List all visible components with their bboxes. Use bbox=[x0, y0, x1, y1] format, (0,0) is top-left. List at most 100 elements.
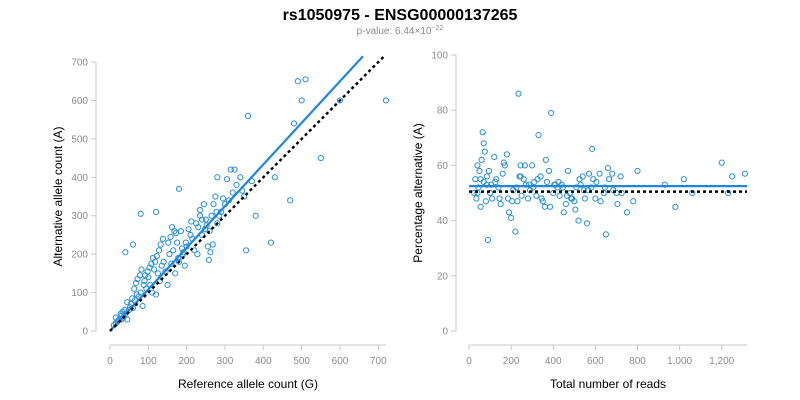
left-data-point bbox=[233, 181, 240, 189]
left-data-point bbox=[131, 285, 138, 292]
right-data-point bbox=[473, 195, 480, 202]
left-data-point bbox=[214, 220, 221, 227]
right-y-tick-label: 0 bbox=[442, 327, 448, 338]
left-data-point bbox=[209, 241, 216, 248]
right-data-point bbox=[680, 176, 687, 183]
right-data-point bbox=[560, 209, 567, 216]
right-data-point bbox=[485, 167, 493, 175]
right-data-point bbox=[634, 167, 641, 175]
right-data-point bbox=[474, 162, 481, 169]
left-y-tick-label: 700 bbox=[71, 58, 88, 69]
chart-subtitle: p-value: 6.44×10−22 bbox=[357, 25, 444, 37]
right-x-tick-label: 1,200 bbox=[709, 356, 734, 367]
right-y-tick-label: 80 bbox=[437, 106, 449, 117]
right-data-point bbox=[481, 148, 488, 155]
right-y-tick-label: 20 bbox=[437, 271, 449, 282]
left-data-point bbox=[129, 295, 136, 302]
left-data-point bbox=[165, 239, 172, 246]
left-data-point bbox=[196, 206, 204, 214]
left-data-point bbox=[298, 97, 305, 104]
left-data-point bbox=[153, 252, 160, 260]
right-data-point bbox=[689, 189, 696, 197]
right-data-point bbox=[741, 170, 748, 177]
right-data-point bbox=[476, 167, 483, 175]
left-data-point bbox=[121, 306, 128, 313]
right-data-point bbox=[493, 176, 500, 183]
right-data-point bbox=[572, 206, 579, 213]
right-data-point bbox=[488, 181, 495, 188]
left-data-point bbox=[122, 249, 129, 256]
left-x-tick-label: 600 bbox=[332, 356, 349, 367]
left-data-point bbox=[244, 112, 252, 119]
right-y-tick-label: 100 bbox=[431, 51, 448, 62]
left-y-tick-label: 600 bbox=[71, 96, 88, 107]
right-data-point bbox=[522, 181, 529, 188]
right-data-point bbox=[508, 214, 515, 221]
right-data-point bbox=[475, 184, 482, 191]
right-data-point bbox=[521, 162, 528, 169]
left-data-point bbox=[172, 229, 180, 237]
right-data-point bbox=[541, 203, 548, 210]
left-data-point bbox=[141, 277, 148, 285]
left-data-point bbox=[117, 310, 124, 317]
left-data-point bbox=[223, 176, 231, 183]
right-data-point bbox=[518, 192, 525, 199]
subtitle-prefix: p-value: 6.44×10 bbox=[357, 26, 432, 37]
right-data-point bbox=[478, 156, 485, 163]
left-data-point bbox=[194, 251, 201, 258]
right-data-point bbox=[499, 170, 506, 177]
left-data-point bbox=[173, 239, 181, 246]
right-data-point bbox=[630, 198, 637, 205]
right-x-tick-label: 400 bbox=[545, 356, 562, 367]
right-data-point bbox=[525, 181, 533, 188]
right-data-point bbox=[589, 145, 596, 152]
left-data-point bbox=[129, 241, 137, 248]
left-data-point bbox=[210, 201, 217, 208]
left-data-point bbox=[212, 193, 219, 200]
left-x-tick-label: 0 bbox=[107, 356, 113, 367]
right-data-point bbox=[604, 165, 612, 172]
right-data-point bbox=[517, 173, 524, 180]
left-data-point bbox=[118, 316, 125, 323]
left-data-point bbox=[177, 227, 185, 235]
right-data-point bbox=[605, 176, 613, 183]
right-data-point bbox=[568, 195, 575, 202]
right-x-axis-title: Total number of reads bbox=[550, 377, 666, 391]
right-y-tick-label: 40 bbox=[437, 216, 449, 227]
right-data-point bbox=[504, 195, 512, 202]
right-data-point bbox=[577, 181, 584, 188]
left-data-point bbox=[160, 258, 167, 265]
left-data-point bbox=[154, 270, 162, 277]
right-data-point bbox=[661, 181, 668, 188]
left-data-point bbox=[124, 316, 131, 323]
left-data-point bbox=[172, 270, 179, 277]
left-data-point bbox=[152, 208, 160, 215]
right-data-point bbox=[500, 159, 507, 166]
right-data-point bbox=[596, 170, 603, 177]
right-data-point bbox=[729, 173, 736, 180]
right-data-point bbox=[583, 220, 591, 227]
left-data-point bbox=[317, 154, 324, 162]
right-data-point bbox=[480, 140, 487, 147]
right-data-point bbox=[491, 154, 498, 161]
left-x-tick-label: 100 bbox=[140, 356, 157, 367]
right-data-point bbox=[515, 90, 522, 97]
left-y-tick-label: 100 bbox=[71, 288, 88, 299]
right-data-point bbox=[543, 178, 551, 186]
left-data-point bbox=[170, 247, 177, 254]
right-data-point bbox=[563, 192, 571, 199]
right-data-point bbox=[503, 151, 511, 158]
left-data-point bbox=[200, 201, 208, 208]
right-data-point bbox=[551, 181, 558, 188]
left-data-point bbox=[227, 166, 234, 173]
right-data-point bbox=[550, 189, 557, 197]
right-data-point bbox=[573, 184, 580, 191]
left-data-point bbox=[229, 189, 236, 196]
right-data-point bbox=[509, 198, 516, 205]
left-data-point bbox=[271, 174, 278, 181]
left-data-point bbox=[208, 212, 215, 219]
left-data-point bbox=[242, 247, 250, 254]
left-data-point bbox=[164, 281, 171, 288]
left-y-axis-title: Alternative allele count (A) bbox=[51, 126, 65, 266]
